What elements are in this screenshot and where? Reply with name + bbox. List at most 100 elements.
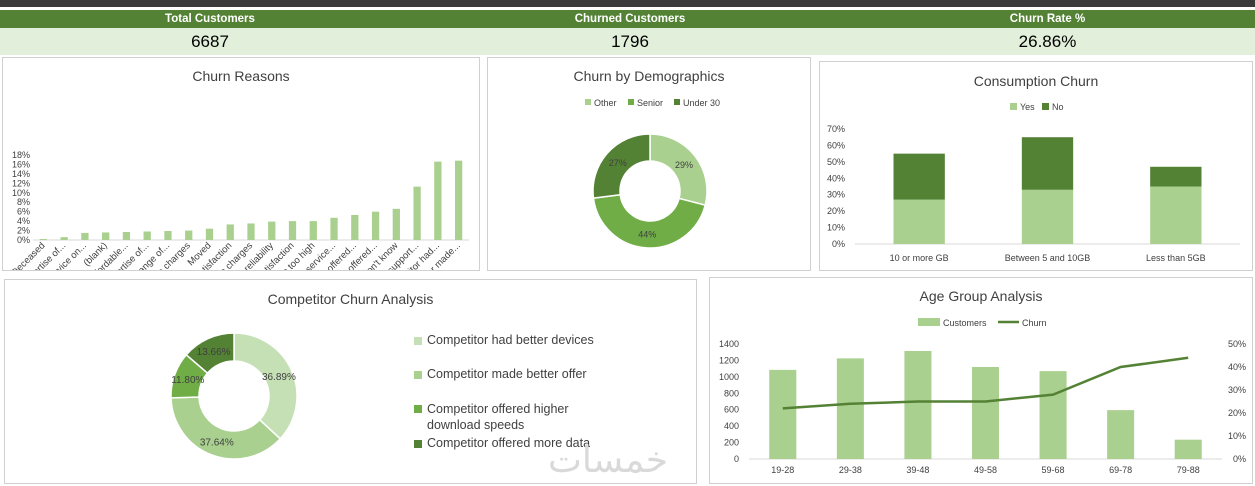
watermark-logo: خمسات — [548, 440, 669, 481]
churn-reason-bar — [164, 231, 172, 240]
x-tick-label: 19-28 — [771, 465, 794, 475]
churn-reason-bar — [268, 221, 276, 240]
y-tick-label-left: 600 — [724, 405, 739, 415]
x-tick-label: 29-38 — [839, 465, 862, 475]
churn-reason-bar — [309, 221, 317, 240]
churn-reason-bar — [392, 208, 400, 240]
competitor-churn-chart: 36.89% 37.64% 11.80% 13.66% — [170, 332, 298, 460]
churn-reason-bar — [288, 221, 297, 240]
age-group-panel: Age Group Analysis Customers Churn 0 200 400… — [709, 277, 1253, 484]
competitor-churn-panel: Competitor Churn Analysis 36.89% 37.64% 11… — [4, 279, 697, 484]
y-tick-label: 16% — [12, 159, 30, 169]
churn-demographics-panel: Churn by Demographics Other Senior Under 3… — [487, 57, 811, 271]
y-tick-label-left: 0 — [734, 454, 739, 464]
y-tick-label-left: 400 — [724, 421, 739, 431]
kpi-churned-customers-label: Churned Customers — [420, 10, 840, 28]
top-border — [0, 0, 1255, 7]
consumption-bar-segment — [893, 153, 945, 200]
y-tick-label: 60% — [827, 140, 845, 150]
x-tick-label: 39-48 — [906, 465, 929, 475]
y-tick-label: 6% — [17, 207, 30, 217]
churn-reason-bar — [247, 223, 255, 240]
y-tick-label: 20% — [827, 206, 845, 216]
slice-value-label: 37.64% — [200, 437, 234, 448]
competitor-legend-item: Competitor had better devices — [414, 333, 684, 347]
legend-swatch — [1042, 103, 1049, 110]
competitor-legend-item: Competitor offered higher download speed… — [414, 401, 614, 433]
age-group-title: Age Group Analysis — [919, 288, 1043, 304]
legend-label: Other — [594, 98, 617, 108]
churn-reason-bar — [205, 228, 214, 240]
slice-value-label: 13.66% — [197, 347, 231, 358]
slice-value-label: 29% — [675, 160, 693, 170]
churn-reason-bar — [122, 231, 131, 240]
consumption-bar-segment — [1150, 186, 1202, 244]
legend-swatch — [414, 405, 422, 413]
legend-swatch — [585, 99, 591, 105]
legend-label: Under 30 — [683, 98, 720, 108]
consumption-bar-segment — [1021, 189, 1074, 244]
legend-label: Competitor had better devices — [427, 333, 594, 347]
y-tick-label: 14% — [12, 169, 30, 179]
y-tick-label: 2% — [17, 226, 30, 236]
slice-value-label: 44% — [638, 229, 656, 239]
churn-line — [782, 356, 1189, 410]
legend-swatch — [628, 99, 634, 105]
competitor-legend-item: Competitor made better offer — [414, 367, 684, 381]
churn-demographics-chart: Other Senior Under 30 29% 44% 27% — [585, 98, 720, 249]
y-tick-label-right: 30% — [1228, 385, 1246, 395]
legend-label: Yes — [1020, 102, 1035, 112]
legend-label: Customers — [943, 318, 987, 328]
customers-bar — [904, 350, 932, 459]
y-tick-label-right: 40% — [1228, 362, 1246, 372]
donut-slice — [592, 193, 707, 249]
legend-swatch — [414, 371, 422, 379]
churn-reason-bar — [60, 237, 68, 240]
kpi-churn-rate-label: Churn Rate % — [840, 10, 1255, 28]
y-tick-label: 10% — [12, 188, 30, 198]
y-tick-label: 40% — [827, 173, 845, 183]
consumption-bar-segment — [1150, 166, 1202, 187]
y-tick-label: 70% — [827, 124, 845, 134]
y-tick-label: 30% — [827, 190, 845, 200]
consumption-churn-chart: Yes No 0% 10% 20% 30% 40% 50% 60% 70% 10 or more G… — [827, 102, 1240, 263]
legend-label: Churn — [1022, 318, 1047, 328]
churn-reason-bar — [185, 230, 193, 240]
slice-value-label: 27% — [609, 158, 627, 168]
customers-bar — [769, 369, 797, 459]
consumption-bar-segment — [893, 199, 945, 244]
y-tick-label: 18% — [12, 150, 30, 160]
donut-slice — [185, 332, 235, 375]
y-tick-label: 12% — [12, 178, 30, 188]
churn-demographics-title: Churn by Demographics — [573, 68, 725, 84]
customers-bar — [1039, 371, 1067, 459]
legend-swatch — [674, 99, 680, 105]
churn-reason-bar — [102, 232, 110, 240]
x-tick-label: 69-78 — [1109, 465, 1132, 475]
legend-swatch — [1010, 103, 1017, 110]
kpi-total-customers-value: 6687 — [0, 28, 420, 55]
consumption-churn-title: Consumption Churn — [973, 73, 1099, 89]
y-tick-label-right: 0% — [1233, 454, 1246, 464]
churn-reason-bar — [39, 239, 48, 240]
y-tick-label: 0% — [17, 235, 30, 245]
y-tick-label: 4% — [17, 216, 30, 226]
churn-reason-bar — [371, 211, 380, 240]
y-tick-label-left: 200 — [724, 438, 739, 448]
donut-slice — [592, 133, 651, 199]
legend-swatch — [414, 440, 422, 448]
customers-bar — [836, 358, 864, 459]
y-tick-label-left: 1200 — [719, 355, 739, 365]
slice-value-label: 36.89% — [262, 372, 296, 383]
y-tick-label: 10% — [827, 223, 845, 233]
age-group-chart: Customers Churn 0 200 400 600 800 1000 1200 1400 0… — [719, 318, 1246, 475]
donut-slice — [233, 332, 298, 440]
x-tick-label: Between 5 and 10GB — [1005, 253, 1091, 263]
y-tick-label-right: 10% — [1228, 431, 1246, 441]
churn-reason-bar — [413, 186, 421, 240]
churn-reason-bar — [434, 161, 442, 240]
churn-reason-bar — [226, 224, 234, 240]
competitor-churn-title: Competitor Churn Analysis — [267, 291, 434, 307]
legend-label: Competitor offered more data — [427, 436, 591, 450]
